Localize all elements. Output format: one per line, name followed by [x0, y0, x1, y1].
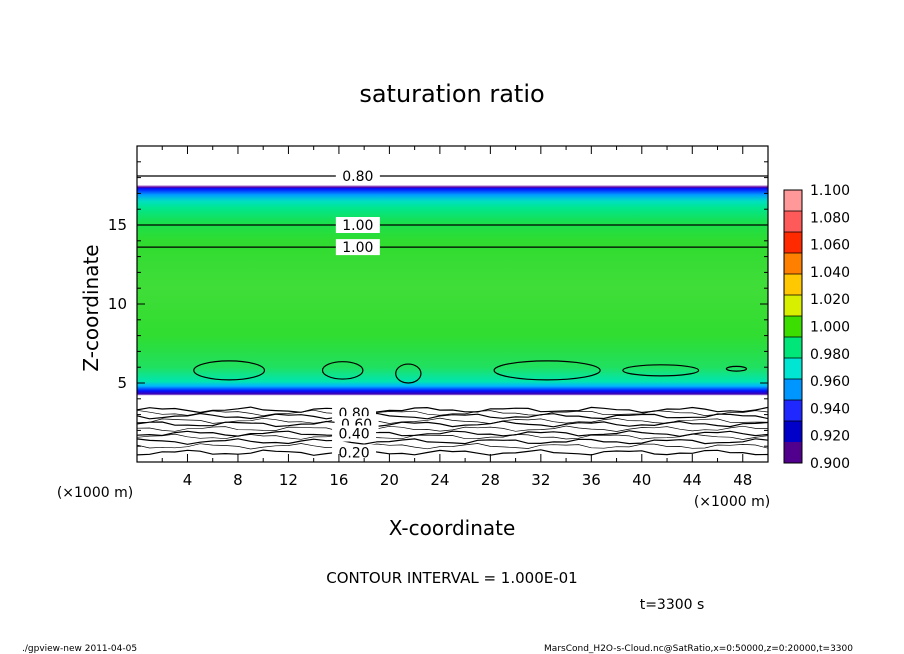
x-tick-label: 8 [233, 471, 243, 489]
colorbar-segment [784, 316, 802, 338]
colorbar-segment [784, 253, 802, 275]
contour-closed-regions [193, 360, 748, 384]
contour-line [136, 406, 769, 414]
colorbar-label: 1.080 [810, 210, 850, 226]
colorbar-segment [784, 400, 802, 422]
y-axis-label: Z-coordinate [79, 244, 103, 371]
y-tick-label: 15 [108, 216, 127, 234]
contour-closed-region [493, 360, 601, 381]
y-tick-label: 10 [108, 295, 127, 313]
y-axis-ticks: 5 10 15 [108, 145, 768, 463]
contour-line [136, 449, 769, 456]
contour-label-bg [335, 168, 380, 185]
x-axis-ticks: 4 8 12 16 20 24 28 32 36 40 44 48 [136, 146, 769, 489]
x-tick-label: 36 [582, 471, 601, 489]
colorbar-segment [784, 232, 802, 254]
contour-line [136, 433, 769, 440]
colorbar: 1.100 1.080 1.060 1.040 1.020 1.000 0.980 0.960… [783, 183, 850, 472]
contour-closed-region [395, 363, 422, 384]
contour-closed-region [193, 360, 266, 381]
plot-area: 0.801.001.000.800.600.400.20 4 8 12 16 20 24 2… [108, 145, 769, 489]
contour-closed-region [321, 361, 364, 380]
time-label: t=3300 s [640, 597, 705, 613]
colorbar-label: 1.000 [810, 320, 850, 336]
colorbar-label: 0.920 [810, 429, 850, 445]
colorbar-segment [784, 211, 802, 233]
contour-line [136, 425, 768, 432]
contour-label: 0.20 [338, 446, 369, 462]
colorbar-frame [783, 189, 803, 464]
x-tick-label: 44 [683, 471, 702, 489]
footer-right: MarsCond_H2O-s-Cloud.nc@SatRatio,x=0:500… [544, 644, 853, 654]
colorbar-label: 1.020 [810, 292, 850, 308]
colorbar-label: 0.940 [810, 401, 850, 417]
contour-label-bg [332, 444, 377, 461]
contour-lines [136, 175, 769, 456]
x-tick-label: 12 [279, 471, 298, 489]
colorbar-segment [784, 274, 802, 296]
x-tick-label: 4 [183, 471, 193, 489]
x-tick-label: 24 [430, 471, 449, 489]
contour-line [136, 409, 769, 417]
footer-left: ./gpview-new 2011-04-05 [22, 644, 137, 654]
contour-label: 0.80 [342, 169, 373, 185]
x-tick-label: 32 [531, 471, 550, 489]
contour-label-bg [332, 425, 377, 442]
x-axis-label: X-coordinate [389, 516, 516, 540]
y-tick-label: 5 [117, 374, 127, 392]
contour-label-bg [335, 239, 380, 256]
colorbar-label: 1.040 [810, 265, 850, 281]
contour-interval-text: CONTOUR INTERVAL = 1.000E-01 [326, 569, 577, 587]
x-unit-left: (×1000 m) [57, 485, 133, 501]
contour-line [136, 412, 769, 420]
colorbar-label: 1.100 [810, 183, 850, 199]
x-tick-label: 28 [481, 471, 500, 489]
contour-closed-region [622, 364, 700, 377]
contour-line [136, 443, 769, 450]
contour-label: 1.00 [342, 218, 373, 234]
contour-labels: 0.801.001.000.800.600.400.20 [332, 168, 380, 462]
x-tick-label: 20 [380, 471, 399, 489]
contour-closed-region [725, 365, 748, 372]
colorbar-segment [784, 190, 802, 212]
colorbar-label: 0.900 [810, 456, 850, 472]
colorbar-segment [784, 421, 802, 443]
contour-label: 1.00 [342, 240, 373, 256]
colorbar-label: 0.980 [810, 347, 850, 363]
colorbar-segment [784, 295, 802, 317]
contour-line [136, 420, 769, 428]
colorbar-segment [784, 379, 802, 401]
colorbar-label: 0.960 [810, 374, 850, 390]
contour-label-bg [335, 217, 380, 233]
colorbar-segment [784, 337, 802, 359]
x-tick-label: 40 [632, 471, 651, 489]
colorbar-segment [784, 442, 802, 464]
colorbar-segment [784, 358, 802, 380]
x-tick-label: 16 [329, 471, 348, 489]
contour-label: 0.40 [338, 427, 369, 443]
colorbar-label: 1.060 [810, 238, 850, 254]
x-tick-label: 48 [733, 471, 752, 489]
contour-line [136, 438, 769, 445]
x-unit-right: (×1000 m) [694, 494, 770, 510]
chart-title: saturation ratio [359, 80, 544, 108]
